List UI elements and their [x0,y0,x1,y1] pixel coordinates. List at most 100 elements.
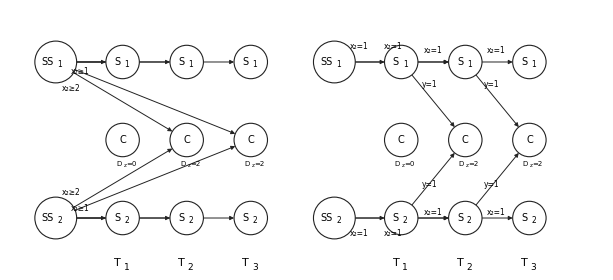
Text: 3: 3 [252,263,257,272]
Text: =2: =2 [469,161,479,167]
Text: D: D [459,161,464,167]
Text: S: S [242,213,248,223]
Text: S: S [393,213,399,223]
Text: z: z [402,163,405,168]
Text: =0: =0 [126,161,136,167]
Text: SS: SS [41,57,53,67]
Text: z: z [123,163,126,168]
Text: =2: =2 [533,161,543,167]
Text: =2: =2 [254,161,264,167]
Text: T: T [393,258,400,268]
Text: z: z [188,163,191,168]
Text: C: C [120,135,126,145]
Text: 2: 2 [253,216,257,225]
Text: 3: 3 [530,263,536,272]
Text: 1: 1 [467,60,472,69]
Circle shape [234,45,267,79]
Text: 2: 2 [466,263,472,272]
Text: 1: 1 [403,60,408,69]
Text: z: z [466,163,469,168]
Circle shape [384,45,418,79]
Text: x₂=1: x₂=1 [487,208,505,217]
Text: S: S [393,57,399,67]
Text: 1: 1 [336,60,341,69]
Text: x₂=1: x₂=1 [424,208,443,217]
Text: x₂≥1: x₂≥1 [71,204,90,213]
Circle shape [313,197,356,239]
Text: T: T [457,258,463,268]
Circle shape [106,45,139,79]
Circle shape [512,123,546,157]
Text: C: C [248,135,254,145]
Text: 1: 1 [188,60,193,69]
Text: y=1: y=1 [421,80,437,89]
Text: D: D [523,161,528,167]
Text: D: D [395,161,400,167]
Text: S: S [178,213,185,223]
Text: S: S [242,57,248,67]
Circle shape [512,201,546,235]
Text: D: D [116,161,121,167]
Circle shape [234,123,267,157]
Circle shape [35,41,77,83]
Text: D: D [244,161,249,167]
Text: x₂≥2: x₂≥2 [61,188,80,197]
Text: 2: 2 [531,216,536,225]
Text: T: T [114,258,121,268]
Circle shape [170,201,204,235]
Text: =0: =0 [405,161,415,167]
Text: y=1: y=1 [484,180,500,189]
Text: C: C [526,135,533,145]
Circle shape [234,201,267,235]
Circle shape [384,123,418,157]
Circle shape [384,201,418,235]
Text: 1: 1 [124,263,129,272]
Text: =2: =2 [190,161,200,167]
Text: 2: 2 [58,216,62,225]
Text: z: z [251,163,254,168]
Text: 2: 2 [467,216,472,225]
Text: z: z [530,163,533,168]
Text: S: S [521,213,527,223]
Circle shape [449,201,482,235]
Circle shape [106,201,139,235]
Text: 2: 2 [188,263,194,272]
Text: x₂≥2: x₂≥2 [61,84,80,93]
Circle shape [313,41,356,83]
Text: 1: 1 [253,60,257,69]
Text: S: S [114,213,120,223]
Text: 1: 1 [402,263,408,272]
Text: x₂=1: x₂=1 [384,42,402,51]
Text: C: C [462,135,469,145]
Text: 2: 2 [188,216,193,225]
Text: S: S [457,57,463,67]
Text: C: C [183,135,190,145]
Text: S: S [457,213,463,223]
Text: SS: SS [41,213,53,223]
Circle shape [449,123,482,157]
Text: T: T [178,258,185,268]
Text: 1: 1 [58,60,62,69]
Text: S: S [114,57,120,67]
Text: T: T [242,258,249,268]
Text: y=1: y=1 [421,180,437,189]
Text: SS: SS [320,57,332,67]
Text: D: D [180,161,185,167]
Circle shape [35,197,77,239]
Text: x₂=1: x₂=1 [349,229,368,238]
Text: 1: 1 [531,60,536,69]
Text: SS: SS [320,213,332,223]
Text: x₂=1: x₂=1 [384,229,402,238]
Text: y=1: y=1 [484,80,500,89]
Text: S: S [521,57,527,67]
Circle shape [170,45,204,79]
Text: T: T [521,258,528,268]
Text: C: C [398,135,405,145]
Circle shape [512,45,546,79]
Circle shape [106,123,139,157]
Text: x₂=1: x₂=1 [487,46,505,55]
Text: S: S [178,57,185,67]
Text: x₂≥1: x₂≥1 [71,67,90,76]
Text: x₂=1: x₂=1 [349,42,368,51]
Circle shape [170,123,204,157]
